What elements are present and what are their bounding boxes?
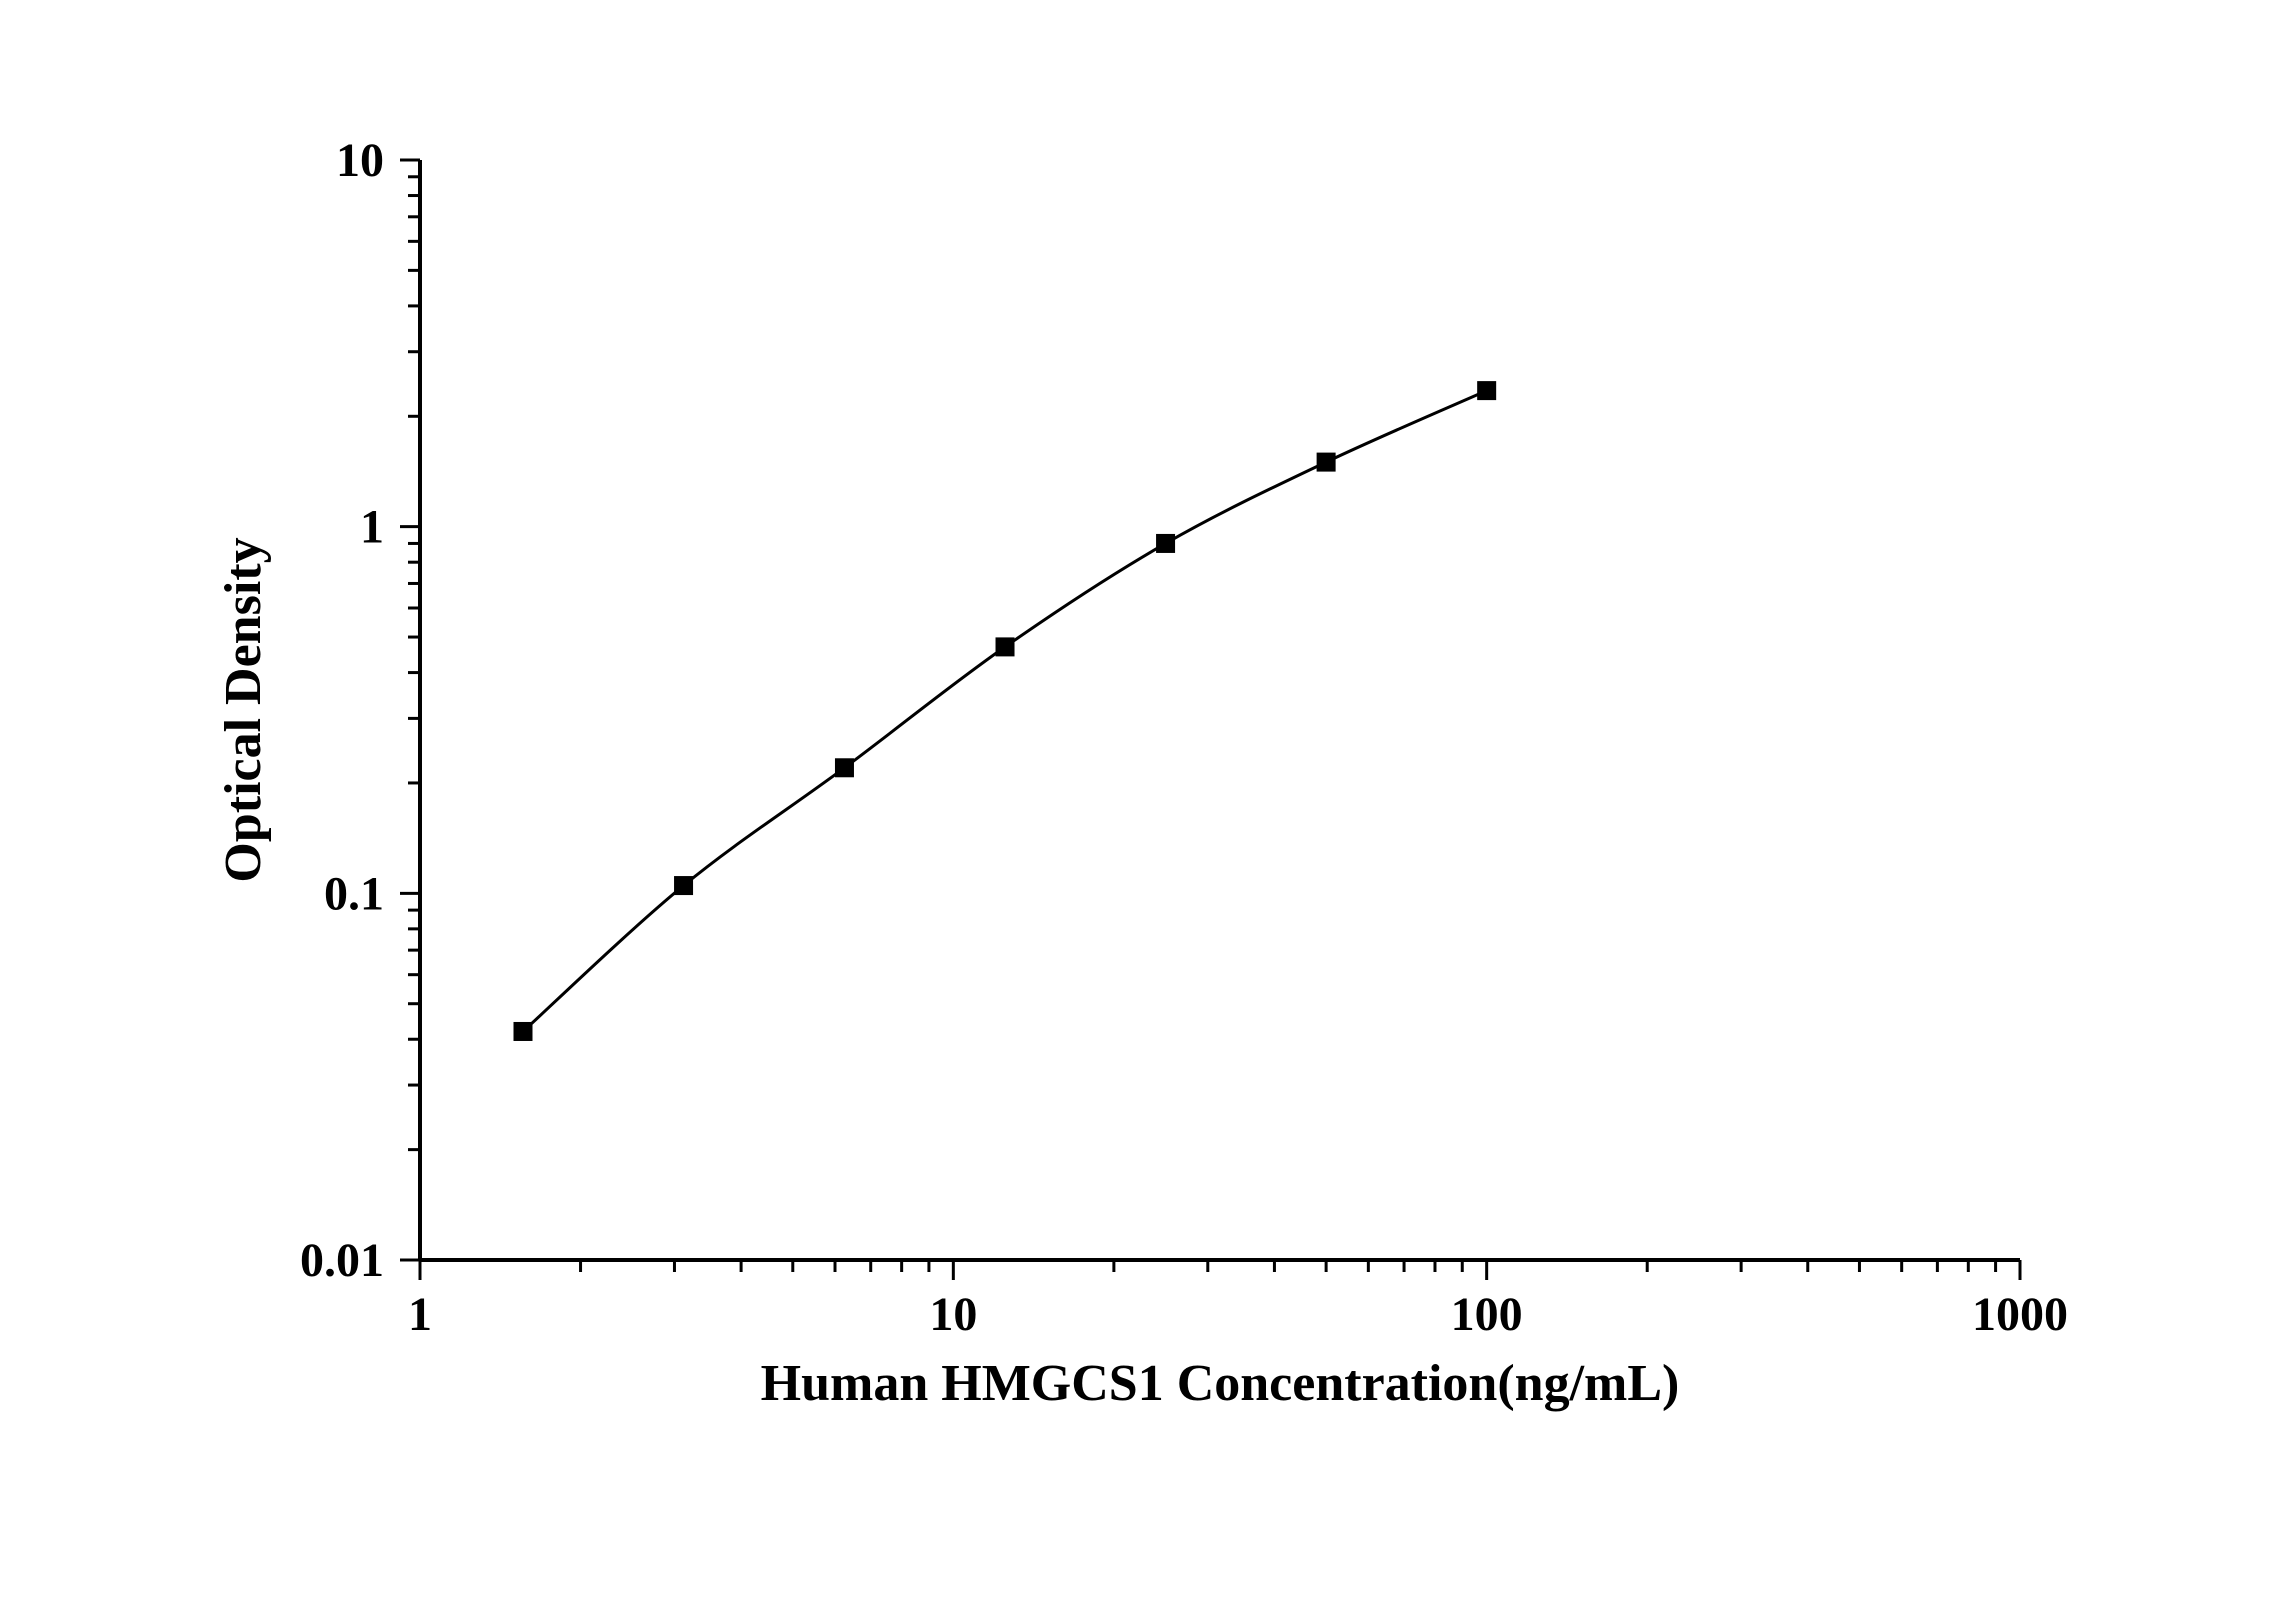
x-tick-label: 10 bbox=[929, 1288, 977, 1341]
x-axis-label: Human HMGCS1 Concentration(ng/mL) bbox=[761, 1355, 1680, 1412]
chart-container: 1 10 100 1000 0.01 0.1 1 10 Human HMGCS1 Concent… bbox=[270, 100, 2120, 1500]
y-axis-label: Optical Density bbox=[215, 537, 272, 882]
data-marker bbox=[514, 1022, 532, 1040]
data-marker bbox=[835, 759, 853, 777]
data-marker bbox=[1317, 453, 1335, 471]
x-tick-label: 100 bbox=[1451, 1288, 1523, 1341]
data-marker bbox=[1157, 534, 1175, 552]
data-curve bbox=[523, 391, 1487, 1032]
y-tick-label: 0.01 bbox=[300, 1234, 384, 1287]
y-tick-label: 10 bbox=[336, 134, 384, 187]
x-tick-label: 1 bbox=[408, 1288, 432, 1341]
y-tick-label: 0.1 bbox=[324, 867, 384, 920]
data-marker bbox=[996, 638, 1014, 656]
y-tick-label: 1 bbox=[360, 501, 384, 554]
data-marker bbox=[675, 877, 693, 895]
chart-svg: 1 10 100 1000 0.01 0.1 1 10 Human HMGCS1 Concent… bbox=[0, 0, 2296, 1604]
data-marker bbox=[1478, 382, 1496, 400]
x-tick-label: 1000 bbox=[1972, 1288, 2068, 1341]
